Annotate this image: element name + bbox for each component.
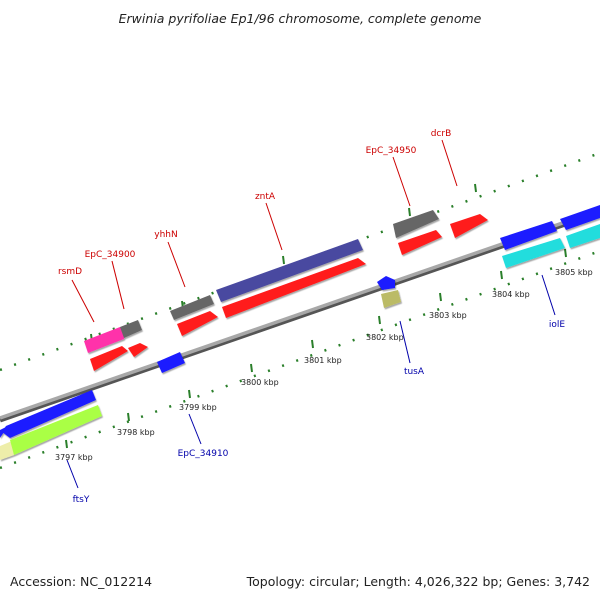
- gene-label[interactable]: EpC_34900: [85, 250, 136, 260]
- gene-arrow-grey[interactable]: [393, 210, 439, 238]
- reverse-genes: [0, 205, 600, 460]
- gene-arrow-grey[interactable]: [170, 295, 214, 320]
- gene-arrow-red[interactable]: [450, 214, 488, 238]
- gene-arrow-red[interactable]: [398, 230, 442, 255]
- kbp-label: 3805 kbp: [555, 268, 593, 277]
- gene-arrow-red[interactable]: [222, 258, 366, 318]
- gene-label[interactable]: tusA: [404, 367, 425, 377]
- inner-dotted-track: [0, 249, 600, 470]
- inner-tick: [500, 270, 503, 280]
- gene-label[interactable]: ftsY: [73, 495, 90, 505]
- label-line-ftsY: [66, 459, 79, 489]
- label-line-EpC_34900: [111, 260, 125, 310]
- gene-label[interactable]: dcrB: [431, 129, 452, 139]
- top-gene-labels: rsmD EpC_34900 yhhN zntA EpC_34950 dcrB: [58, 129, 451, 277]
- label-line-tusA: [399, 320, 411, 364]
- backbone-shadow: [0, 209, 600, 423]
- inner-tick: [127, 412, 130, 422]
- accession-text: Accession: NC_012214: [10, 574, 152, 589]
- outer-track-line: [0, 151, 600, 372]
- kbp-label: 3800 kbp: [241, 378, 279, 387]
- bottom-label-lines: [66, 274, 556, 489]
- outer-tick: [408, 207, 411, 217]
- label-line-rsmD: [71, 279, 95, 323]
- genome-summary-text: Topology: circular; Length: 4,026,322 bp…: [246, 574, 590, 589]
- gene-label[interactable]: zntA: [255, 192, 276, 202]
- gene-arrow-red[interactable]: [90, 346, 128, 371]
- label-line-dcrB: [441, 139, 458, 187]
- inner-tick: [250, 363, 253, 373]
- gene-label[interactable]: EpC_34910: [178, 449, 229, 459]
- gene-arrow-yellowish[interactable]: [0, 441, 14, 460]
- bottom-gene-labels: ftsY EpC_34910 tusA iolE: [73, 320, 566, 505]
- gene-arrow-blue[interactable]: [377, 276, 395, 290]
- outer-dotted-track: [0, 151, 600, 372]
- inner-track-line: [0, 249, 600, 470]
- gene-arrow-khaki[interactable]: [381, 290, 401, 308]
- inner-tick: [188, 389, 191, 399]
- gene-arrow-red[interactable]: [177, 311, 218, 336]
- kbp-label: 3804 kbp: [492, 290, 530, 299]
- label-line-iolE: [541, 274, 556, 316]
- gene-arrow-blue[interactable]: [560, 205, 600, 230]
- gene-label[interactable]: yhhN: [154, 230, 177, 240]
- inner-tick: [65, 439, 68, 449]
- kbp-label: 3797 kbp: [55, 453, 93, 462]
- inner-tick: [439, 292, 442, 302]
- label-line-zntA: [265, 202, 283, 251]
- kbp-label: 3802 kbp: [366, 333, 404, 342]
- map-title: Erwinia pyrifoliae Ep1/96 chromosome, co…: [119, 11, 482, 26]
- gene-arrow-magenta[interactable]: [84, 327, 126, 353]
- inner-tick: [311, 339, 314, 349]
- outer-tick: [282, 255, 285, 265]
- inner-tick: [378, 315, 381, 325]
- gene-arrow-cyan[interactable]: [566, 224, 600, 248]
- forward-genes: [84, 210, 488, 371]
- gene-arrow-grey[interactable]: [120, 320, 142, 338]
- label-line-yhhN: [167, 241, 186, 288]
- label-line-EpC_34910: [188, 413, 202, 445]
- kbp-label: 3801 kbp: [304, 356, 342, 365]
- gene-arrow-blue[interactable]: [2, 390, 96, 438]
- top-label-lines: [71, 139, 458, 323]
- kbp-label: 3798 kbp: [117, 428, 155, 437]
- gene-arrow-navy[interactable]: [216, 239, 363, 302]
- gene-label[interactable]: rsmD: [58, 267, 82, 277]
- kbp-labels: 3797 kbp 3798 kbp 3799 kbp 3800 kbp 3801…: [55, 268, 593, 462]
- gene-arrow-blue[interactable]: [500, 221, 557, 250]
- gene-arrow-red[interactable]: [128, 343, 148, 357]
- backbone-line: [0, 208, 600, 420]
- chromosome-backbone: [0, 208, 600, 423]
- gene-label[interactable]: iolE: [549, 320, 566, 330]
- map-layer: 3797 kbp 3798 kbp 3799 kbp 3800 kbp 3801…: [0, 129, 600, 505]
- inner-tick: [564, 248, 567, 258]
- label-line-EpC_34950: [392, 156, 411, 207]
- kbp-label: 3799 kbp: [179, 403, 217, 412]
- gene-arrow-lime[interactable]: [10, 405, 102, 455]
- gene-arrow-blue[interactable]: [157, 352, 185, 373]
- gene-arrow-cyan[interactable]: [502, 238, 565, 268]
- outer-tick: [474, 183, 477, 193]
- gene-label[interactable]: EpC_34950: [366, 146, 417, 156]
- inner-major-ticks: [65, 248, 567, 449]
- kbp-label: 3803 kbp: [429, 311, 467, 320]
